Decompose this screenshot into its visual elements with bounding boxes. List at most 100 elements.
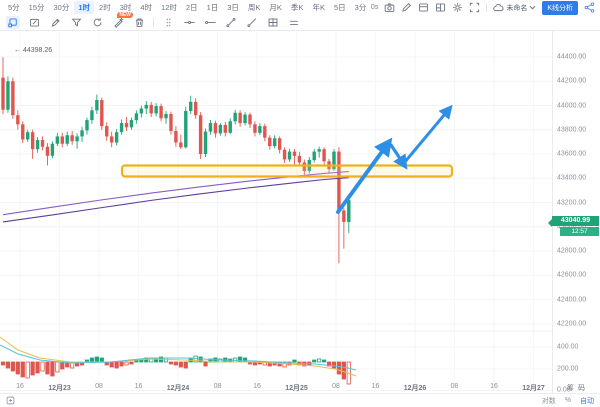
refresh-countdown[interactable]: 0s [370,4,379,11]
candle-body [159,106,163,119]
ma-fast-line [2,171,349,216]
indicator-histogram-bar [198,356,203,363]
drawn-arrow[interactable] [402,104,453,165]
toolbar-divider [486,3,488,12]
high-price-marker: ← 44398.26 [14,47,52,54]
candle-body [268,137,272,147]
refresh-icon[interactable] [90,16,104,29]
candle-body [332,151,336,170]
timeframe-3日[interactable]: 3日 [227,3,239,12]
edit-box-icon[interactable] [27,16,41,29]
indicator-axis-tick: 200.00 [557,365,579,373]
candle-body [179,142,183,148]
price-axis-tick: 43200.00 [557,199,587,207]
candle-body [297,155,302,163]
candle-body [65,135,69,144]
timeframe-2日[interactable]: 2日 [185,3,198,12]
candle-body [119,123,124,133]
indicator-axis-tick: 400.00 [557,343,579,351]
timeframe-2时[interactable]: 2时 [99,3,111,12]
price-axis-tick: 42800.00 [557,247,587,255]
time-axis-tick: 16 [371,383,380,390]
support-zone-rectangle[interactable] [120,164,454,178]
filter-funnel-icon[interactable] [69,16,83,29]
candle-body [337,151,341,211]
indicator-histogram-bar [119,361,124,367]
price-axis-tick: 44400.00 [557,53,587,61]
indicator-histogram-bar [336,361,342,375]
indicator-histogram-bar [168,361,174,365]
indicator-histogram-bar [0,361,6,366]
timeframe-30分[interactable]: 30分 [53,3,70,12]
candle-body [243,114,247,124]
timeframe-15分[interactable]: 15分 [28,3,45,12]
candle-body [169,113,173,131]
indicator-histogram-bar [203,361,208,367]
gear-icon[interactable] [452,2,463,13]
frame-icon[interactable] [418,2,429,13]
fullscreen-icon[interactable] [469,2,480,13]
candle-body [11,81,15,116]
indicator-histogram-bar [89,357,95,363]
ray-tool-icon[interactable] [245,16,259,29]
horizontal-line-tool-icon[interactable] [182,16,196,29]
drag-handle-icon[interactable] [161,16,175,29]
timeframe-5日[interactable]: 5日 [333,3,346,12]
timeframe-季K[interactable]: 季K [290,3,304,12]
kline-analysis-button[interactable]: K线分析 [542,0,578,15]
camera-icon[interactable] [384,2,395,13]
time-axis-tick: 16 [16,383,24,390]
timeframe-1时[interactable]: 1时 [74,1,95,14]
scale-option-log[interactable]: 对数 [541,397,556,405]
scale-option-percent[interactable]: % [564,397,571,404]
share-icon[interactable] [584,2,595,13]
chip-distribution-toggle[interactable]: 筹码 [567,385,589,392]
candle-body [263,126,267,138]
candle-body [238,112,242,124]
time-axis-tick: 12月27 [522,385,545,392]
drawn-arrow[interactable] [336,137,393,214]
indicator-histogram-bar [163,357,169,363]
timeframe-3时[interactable]: 3时 [119,3,132,12]
select-tool-icon[interactable] [6,16,20,29]
layout-panels-icon[interactable] [435,2,446,13]
timeframe-1日[interactable]: 1日 [206,3,219,12]
candle-body [100,100,104,127]
candle-body [273,138,277,147]
horizontal-ray-tool-icon[interactable] [203,16,217,29]
cross-line-tool-icon[interactable] [266,16,280,29]
candle-body [16,115,20,125]
cloud-icon [493,3,504,12]
candle-body [208,123,213,132]
brush-icon[interactable] [48,16,62,29]
candle-body [70,135,74,142]
magic-pen-icon[interactable]: NEW [111,12,133,29]
timeframe-4时[interactable]: 4时 [140,3,153,12]
ma-slow-line [2,177,349,223]
timeframe-12时[interactable]: 12时 [161,3,177,12]
timeframe-月K[interactable]: 月K [269,3,282,12]
toolbar-right-group: 0s 未命名 [371,0,595,15]
time-axis-tick: 08 [213,383,222,390]
indicator-histogram-bar [183,361,188,369]
indicator-histogram-bar [178,361,183,368]
candle-body [223,124,227,133]
parallel-lines-tool-icon[interactable] [287,16,301,29]
candle-body [109,136,114,143]
indicator-histogram-bar [94,356,99,363]
price-axis-tick: 43600.00 [557,150,587,158]
trend-line-tool-icon[interactable] [224,16,238,29]
pencil-icon[interactable] [401,2,412,13]
indicator-settings-icon[interactable] [6,396,15,405]
indicator-histogram-bar [109,361,114,368]
trash-icon[interactable] [132,16,146,29]
timeframe-5分[interactable]: 5分 [8,3,20,12]
timeframe-年K[interactable]: 年K [312,3,325,12]
timeframe-周K[interactable]: 周K [247,3,261,12]
scale-option-auto[interactable]: 自动 [580,397,594,405]
indicator-histogram-bar [282,361,287,368]
timeframe-3分[interactable]: 3分 [354,3,367,12]
workspace-selector[interactable]: 未命名 [493,3,536,13]
